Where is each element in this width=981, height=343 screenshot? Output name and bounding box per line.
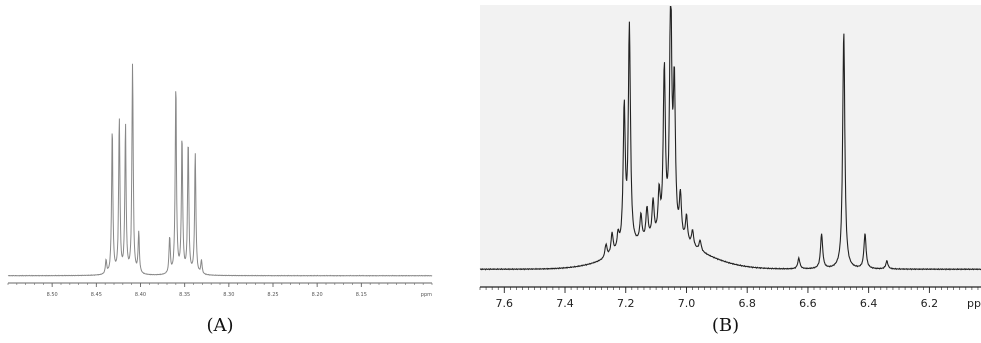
spectrum-line (479, 6, 981, 271)
x-tick-label: 6.2 (921, 297, 939, 310)
spectrum-panel-a: 8.50 8.45 8.40 8.35 8.30 8.25 8.20 8.15 ppm (A) (0, 0, 440, 343)
x-tick-label: 8.35 (179, 292, 190, 298)
x-tick-label: 8.45 (91, 292, 102, 298)
x-tick-label: 6.4 (860, 297, 878, 310)
x-tick-label: 7.2 (617, 297, 635, 310)
plot-background (480, 5, 981, 287)
x-tick-label: 7.6 (496, 297, 514, 310)
x-tick-label: 8.25 (267, 292, 278, 298)
spectrum-line (7, 63, 433, 277)
panel-caption-b: (B) (711, 315, 740, 336)
panel-caption-a: (A) (206, 315, 234, 336)
nmr-spectrum-a: 8.50 8.45 8.40 8.35 8.30 8.25 8.20 8.15 ppm (7, 63, 433, 298)
x-tick-label: 8.15 (356, 292, 367, 298)
x-tick-label: 8.40 (135, 292, 146, 298)
x-unit-label: pp (967, 297, 981, 310)
x-tick-label: 8.50 (47, 292, 58, 298)
spectrum-panel-b: 7.6 7.4 7.2 7.0 6.8 6.6 6.4 6.2 pp (B) (470, 0, 981, 343)
x-tick-label: 7.0 (678, 297, 696, 310)
x-tick-label: 8.30 (223, 292, 234, 298)
x-tick-label: 6.8 (738, 297, 756, 310)
x-unit-label: ppm (421, 292, 432, 298)
x-tick-label: 6.6 (799, 297, 817, 310)
nmr-spectrum-b: 7.6 7.4 7.2 7.0 6.8 6.6 6.4 6.2 pp (479, 5, 981, 310)
x-tick-label: 8.20 (312, 292, 323, 298)
x-tick-label: 7.4 (556, 297, 574, 310)
